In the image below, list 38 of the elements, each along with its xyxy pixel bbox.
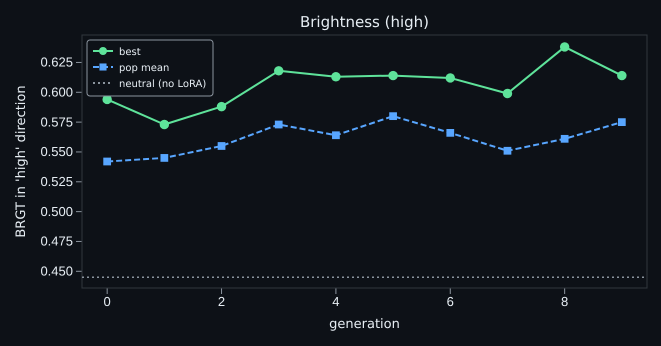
legend-label: neutral (no LoRA) [119, 79, 206, 90]
point [617, 70, 627, 80]
point [618, 118, 626, 126]
point [218, 142, 226, 150]
x-axis-title: generation [329, 317, 400, 332]
point [560, 42, 570, 52]
legend-label: best [119, 47, 141, 58]
point [446, 73, 455, 83]
y-tick-label: 0.475 [40, 234, 73, 249]
x-tick-label: 4 [332, 294, 340, 310]
y-tick-label: 0.500 [40, 204, 73, 219]
y-axis-title: BRGT in 'high' direction [14, 85, 29, 238]
point [388, 70, 398, 80]
point [389, 112, 397, 120]
point [274, 120, 283, 128]
point [502, 88, 512, 98]
y-tick-label: 0.600 [40, 84, 73, 100]
y-tick-label: 0.625 [40, 54, 73, 70]
point [103, 158, 112, 166]
point [216, 102, 226, 112]
point [560, 134, 569, 143]
chart-title: Brightness (high) [300, 13, 430, 31]
legend-label: pop mean [119, 63, 170, 74]
point [160, 120, 170, 130]
x-tick-label: 8 [561, 294, 568, 310]
y-tick-label: 0.550 [40, 144, 73, 160]
point [504, 146, 512, 155]
point [331, 72, 341, 82]
point [332, 131, 340, 140]
y-tick-label: 0.575 [40, 114, 73, 130]
y-tick-label: 0.450 [40, 263, 73, 278]
x-tick-label: 2 [218, 294, 226, 310]
y-tick-label: 0.525 [40, 174, 73, 189]
x-tick-label: 0 [104, 294, 111, 310]
point [160, 154, 168, 162]
point [446, 128, 454, 137]
point [274, 66, 284, 76]
x-tick-label: 6 [446, 294, 454, 310]
